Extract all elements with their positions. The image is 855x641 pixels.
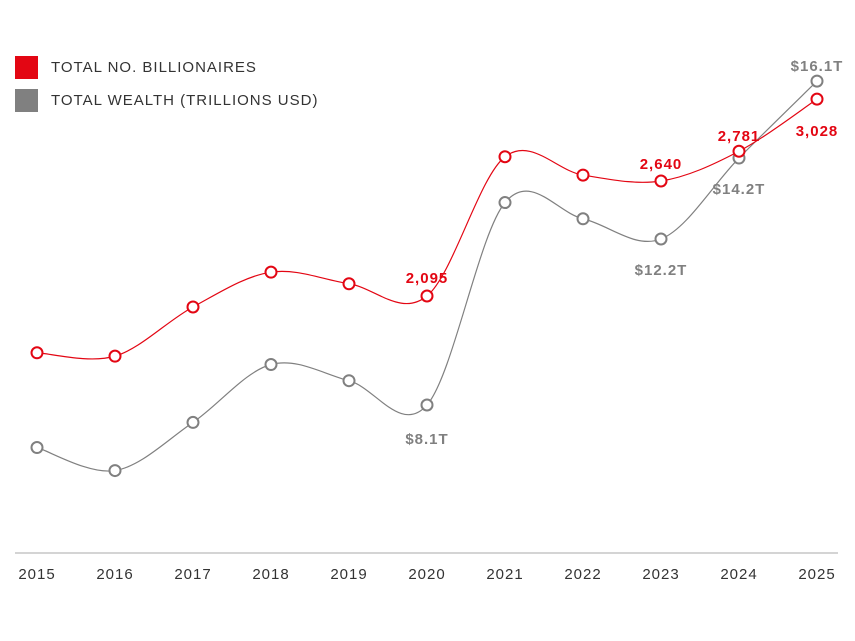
data-point xyxy=(186,415,200,429)
data-point xyxy=(654,232,668,246)
data-point xyxy=(186,300,200,314)
x-tick-label: 2019 xyxy=(330,566,367,583)
data-point xyxy=(342,277,356,291)
data-point xyxy=(576,212,590,226)
data-label: $14.2T xyxy=(713,181,766,198)
data-point xyxy=(498,196,512,210)
x-tick-label: 2023 xyxy=(642,566,679,583)
x-tick-label: 2021 xyxy=(486,566,523,583)
data-label: 2,095 xyxy=(406,270,449,287)
x-tick-label: 2016 xyxy=(96,566,133,583)
legend-label: TOTAL WEALTH (TRILLIONS USD) xyxy=(51,92,319,109)
data-point xyxy=(810,92,824,106)
data-point xyxy=(498,150,512,164)
x-tick-label: 2024 xyxy=(720,566,757,583)
data-point xyxy=(264,358,278,372)
series-line-0 xyxy=(36,98,818,360)
x-tick-label: 2018 xyxy=(252,566,289,583)
data-label: $16.1T xyxy=(791,58,844,75)
data-point xyxy=(420,398,434,412)
data-point xyxy=(420,289,434,303)
legend-item-wealth: TOTAL WEALTH (TRILLIONS USD) xyxy=(15,89,318,112)
x-tick-label: 2017 xyxy=(174,566,211,583)
data-point xyxy=(108,349,122,363)
data-label: 2,640 xyxy=(640,156,683,173)
data-label: 2,781 xyxy=(718,128,761,145)
series-line-1 xyxy=(36,80,818,472)
data-point xyxy=(30,441,44,455)
data-label: $12.2T xyxy=(635,262,688,279)
data-point xyxy=(264,265,278,279)
legend-label: TOTAL NO. BILLIONAIRES xyxy=(51,59,257,76)
legend-swatch-grey xyxy=(15,89,38,112)
data-point xyxy=(810,74,824,88)
data-point xyxy=(108,464,122,478)
x-tick-label: 2022 xyxy=(564,566,601,583)
x-tick-label: 2025 xyxy=(798,566,835,583)
data-point xyxy=(342,374,356,388)
data-point xyxy=(732,144,746,158)
data-point xyxy=(576,168,590,182)
legend-swatch-red xyxy=(15,56,38,79)
data-point xyxy=(654,174,668,188)
legend-item-billionaires: TOTAL NO. BILLIONAIRES xyxy=(15,56,257,79)
data-point xyxy=(30,346,44,360)
data-label: $8.1T xyxy=(405,431,448,448)
data-label: 3,028 xyxy=(796,123,839,140)
x-tick-label: 2015 xyxy=(18,566,55,583)
x-tick-label: 2020 xyxy=(408,566,445,583)
